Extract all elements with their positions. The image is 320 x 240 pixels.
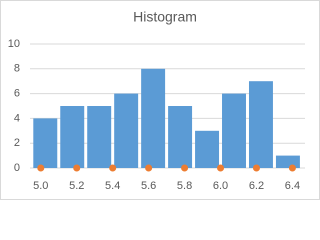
bar: [141, 68, 166, 168]
marker-point: [145, 164, 153, 172]
marker-point: [217, 164, 225, 172]
y-tick-label: 6: [14, 88, 20, 100]
bar: [248, 81, 273, 168]
x-tick-label: 5.2: [69, 180, 84, 192]
bar: [222, 93, 246, 168]
marker-point: [73, 164, 81, 172]
x-tick-label: 5.6: [141, 180, 156, 192]
x-tick-label: 6.0: [213, 180, 228, 192]
y-tick-label: 8: [14, 63, 20, 75]
marker-point: [109, 164, 117, 172]
x-tick-label: 5.4: [105, 180, 120, 192]
chart-title: Histogram: [133, 9, 197, 25]
y-tick-label: 4: [14, 112, 20, 124]
x-tick-label: 6.4: [285, 180, 300, 192]
x-tick-label: 5.8: [177, 180, 192, 192]
y-tick-label: 2: [14, 137, 20, 149]
x-tick-label: 6.2: [249, 180, 264, 192]
marker-point: [181, 164, 189, 172]
bar: [87, 106, 112, 168]
y-tick-label: 0: [14, 162, 20, 174]
x-tick-label: 5.0: [33, 180, 48, 192]
chart: Histogram 0 2 4 6 8 10 5.0 5.2 5.4 5.6 5.8 6.0 6.2 6.…: [0, 0, 320, 200]
y-tick-label: 10: [8, 38, 20, 50]
bar: [60, 106, 85, 168]
marker-point: [37, 164, 45, 172]
bar: [195, 130, 220, 168]
marker-point: [252, 164, 260, 172]
page: Histogram 0 2 4 6 8 10 5.0 5.2 5.4 5.6 5.8 6.0 6.2 6.…: [0, 0, 320, 200]
bar: [33, 118, 58, 168]
bar: [275, 155, 300, 168]
bar: [114, 93, 139, 168]
marker-point: [288, 164, 296, 172]
bar: [168, 106, 193, 168]
